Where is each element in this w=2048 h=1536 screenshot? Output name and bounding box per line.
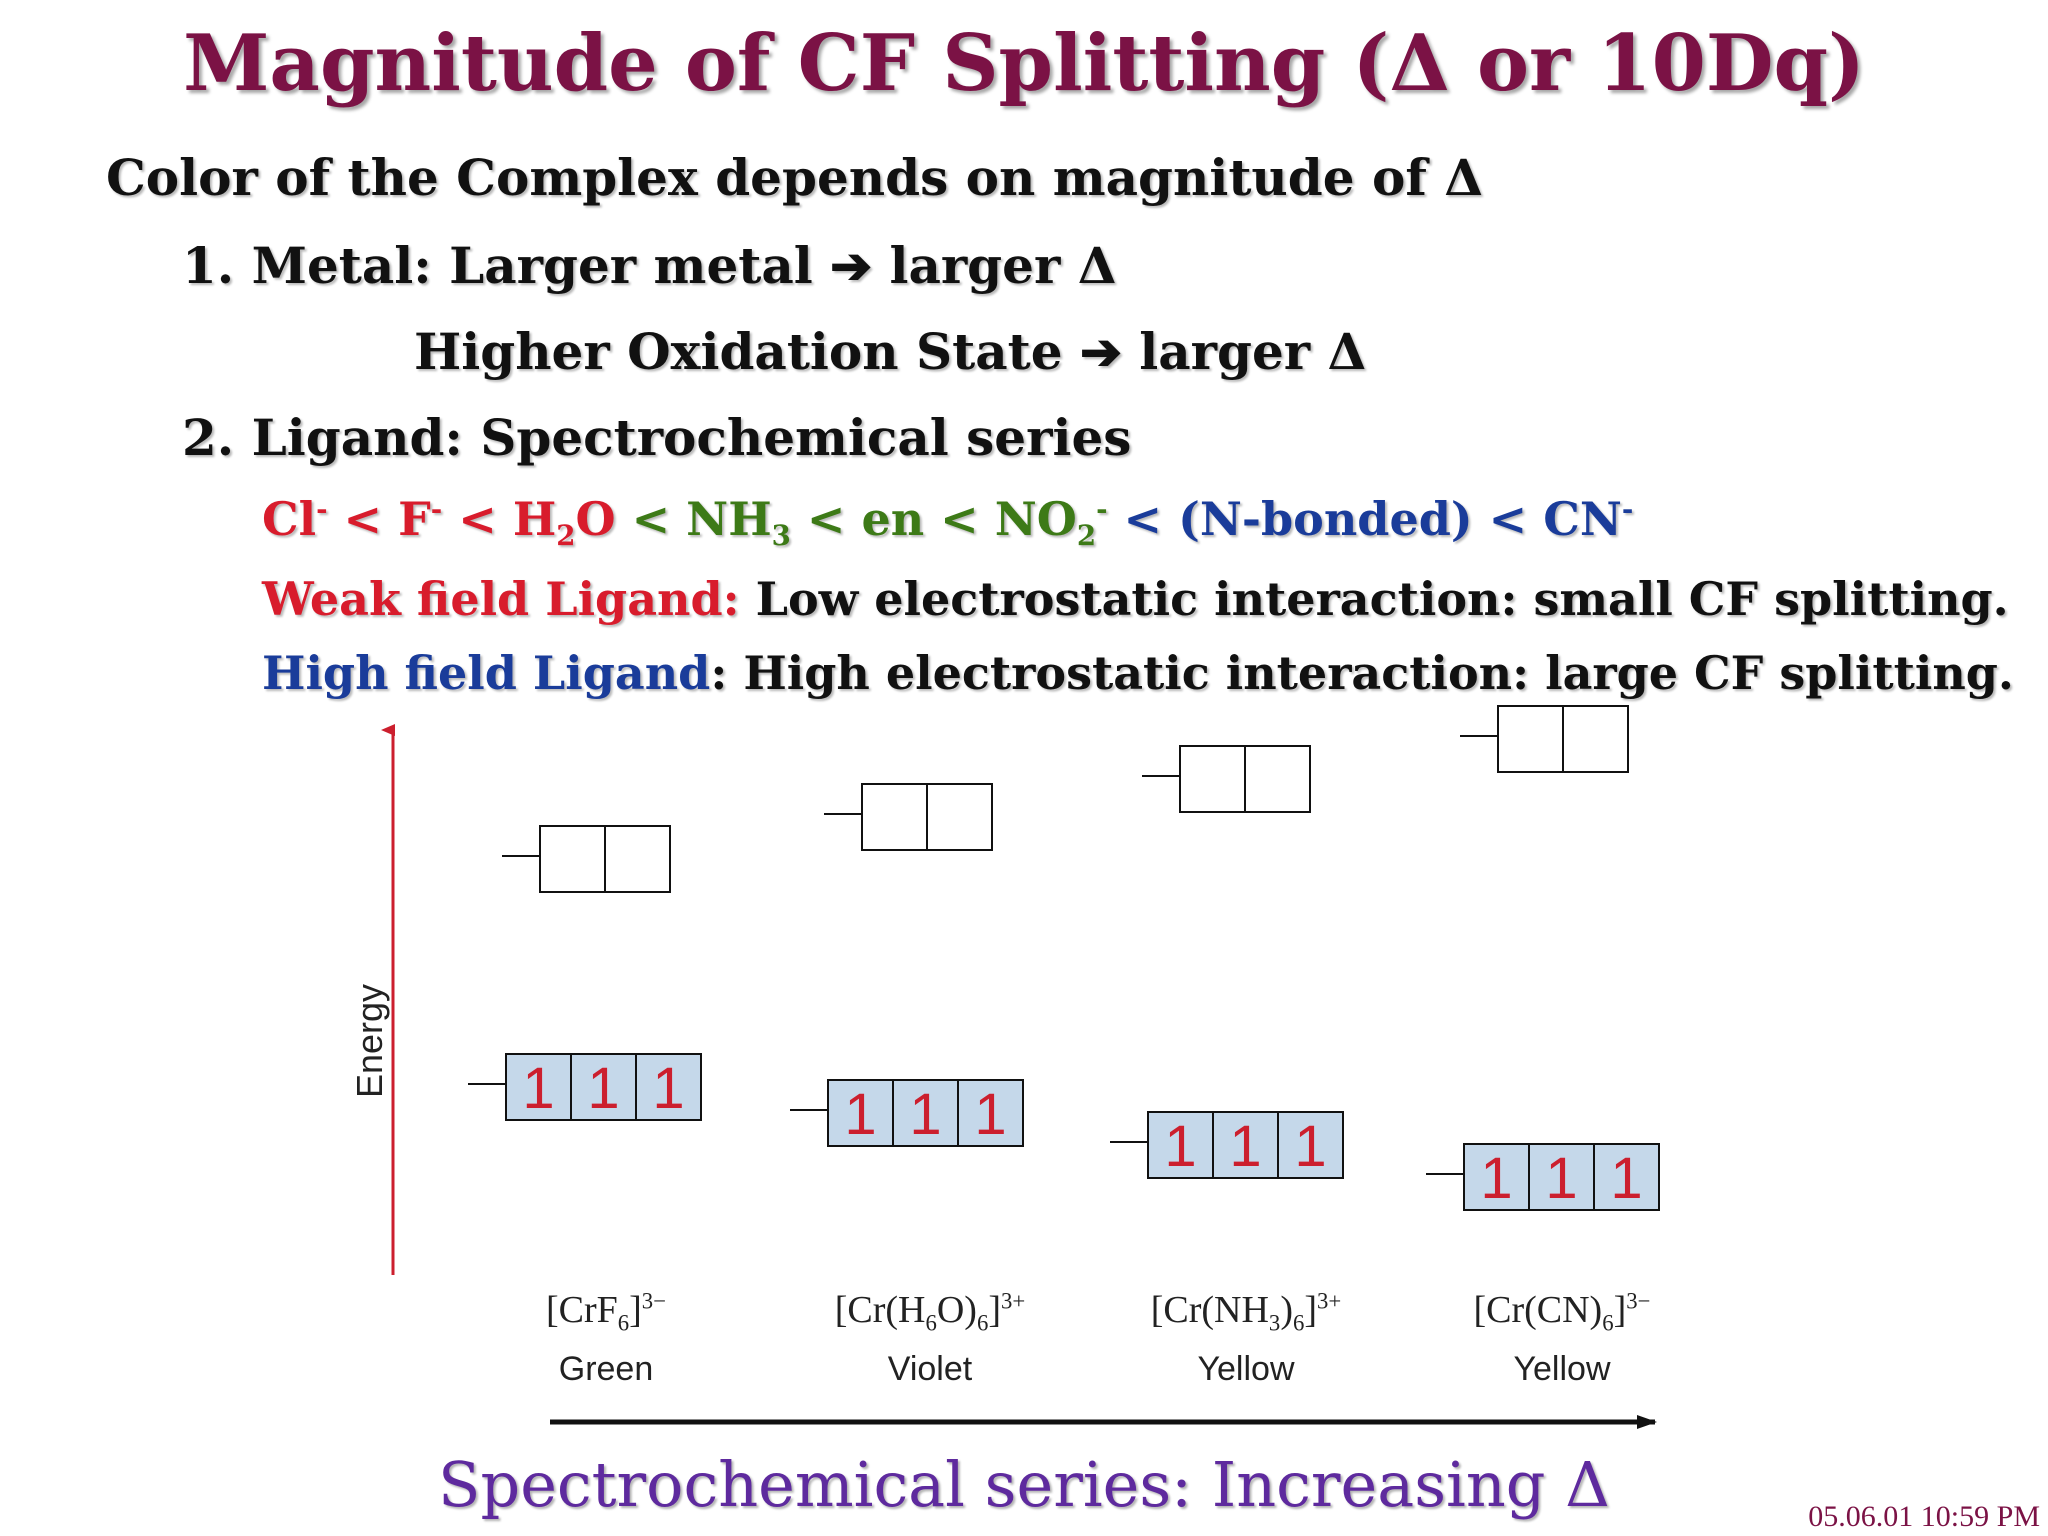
timestamp: 05.06.01 10:59 PM: [1808, 1500, 2040, 1533]
formula-part: 3+: [1317, 1288, 1342, 1314]
complex-color: Yellow: [1513, 1350, 1611, 1388]
series-lt: <: [442, 492, 513, 546]
electron-mark: 1: [909, 1082, 941, 1147]
point-oxidation-state: Higher Oxidation State ➔ larger Δ: [414, 322, 1367, 381]
complex-color: Violet: [887, 1350, 973, 1388]
formula-part: 3+: [1001, 1288, 1026, 1314]
formula-part: 3: [1268, 1310, 1281, 1336]
formula-part: 6: [1602, 1310, 1614, 1336]
formula-part: 3−: [641, 1288, 667, 1314]
complex-formula: [Cr(H6O)6]3+: [800, 1288, 1060, 1337]
point-metal: 1. Metal: Larger metal ➔ larger Δ: [182, 236, 1117, 295]
eg-orbital-box: [539, 825, 606, 893]
weak-field-line: Weak field Ligand: Low electrostatic int…: [262, 572, 2009, 626]
electron-mark: 1: [1229, 1114, 1261, 1179]
eg-orbital-box: [926, 783, 993, 851]
formula-part: ]: [988, 1289, 1002, 1331]
formula-part: 6: [976, 1310, 989, 1336]
complex-formula: [Cr(NH3)6]3+: [1116, 1288, 1376, 1337]
formula-part: [Cr(H: [834, 1289, 926, 1331]
t2g-orbital-box: [1277, 1111, 1344, 1179]
formula-part: O): [936, 1289, 977, 1331]
formula-part: ]: [1613, 1289, 1627, 1331]
formula-part: 6: [617, 1310, 630, 1336]
t2g-orbital-box: [1463, 1143, 1530, 1211]
electron-mark: 1: [1294, 1114, 1326, 1179]
electron-mark: 1: [1480, 1146, 1512, 1211]
high-field-text: : High electrostatic interaction: large …: [710, 646, 2014, 700]
t2g-orbital-box: [1528, 1143, 1595, 1211]
formula-part: ]: [629, 1289, 642, 1331]
formula-part: 6: [925, 1310, 937, 1336]
bottom-caption: Spectrochemical series: Increasing Δ: [438, 1448, 1610, 1521]
point-ligand: 2. Ligand: Spectrochemical series: [182, 408, 1132, 467]
eg-orbital-box: [1179, 745, 1246, 813]
intro-line: Color of the Complex depends on magnitud…: [106, 148, 1484, 207]
slide-title: Magnitude of CF Splitting (Δ or 10Dq): [183, 18, 1865, 109]
eg-orbital-box: [1562, 705, 1629, 773]
electron-mark: 1: [652, 1056, 684, 1121]
high-field-line: High field Ligand: High electrostatic in…: [262, 646, 2014, 700]
weak-field-label: Weak field Ligand:: [262, 572, 740, 626]
eg-orbital-box: [604, 825, 671, 893]
ligand-h2o: H2O: [512, 492, 616, 553]
t2g-orbital-box: [1212, 1111, 1279, 1179]
eg-orbital-box: [1244, 745, 1311, 813]
formula-part: 6: [1292, 1310, 1305, 1336]
formula-part: [CrF: [545, 1289, 618, 1331]
energy-axis-label: Energy: [349, 983, 390, 1099]
t2g-orbital-box: [635, 1053, 702, 1121]
complex-formula: [Cr(CN)6]3−: [1432, 1288, 1692, 1337]
formula-part: 3−: [1626, 1288, 1651, 1314]
spectrochemical-series: Cl- < F- < H2O < NH3 < en < NO2- < (N-bo…: [262, 492, 1633, 552]
ligand-cn: < (N-bonded) < CN-: [1107, 492, 1634, 546]
formula-part: ]: [1304, 1289, 1318, 1331]
t2g-orbital-box: [827, 1079, 894, 1147]
formula-part: ): [1280, 1289, 1293, 1331]
complex-formula: [CrF6]3−: [476, 1288, 736, 1337]
high-field-label: High field Ligand: [262, 646, 711, 700]
ligand-nh3: NH3: [686, 492, 791, 553]
series-lt: <: [615, 492, 687, 546]
ligand-cl: Cl-: [262, 492, 328, 546]
ligand-en: < en <: [790, 492, 995, 546]
electron-mark: 1: [1545, 1146, 1577, 1211]
ligand-f: F-: [398, 492, 443, 546]
eg-orbital-box: [1497, 705, 1564, 773]
formula-part: [Cr(CN): [1473, 1289, 1603, 1331]
electron-mark: 1: [522, 1056, 554, 1121]
t2g-orbital-box: [957, 1079, 1024, 1147]
formula-part: [Cr(NH: [1150, 1289, 1269, 1331]
electron-mark: 1: [1164, 1114, 1196, 1179]
electron-mark: 1: [587, 1056, 619, 1121]
eg-orbital-box: [861, 783, 928, 851]
ligand-no2: NO2-: [994, 492, 1108, 553]
electron-mark: 1: [974, 1082, 1006, 1147]
weak-field-text: Low electrostatic interaction: small CF …: [739, 572, 2009, 626]
electron-mark: 1: [844, 1082, 876, 1147]
t2g-orbital-box: [505, 1053, 572, 1121]
electron-mark: 1: [1610, 1146, 1642, 1211]
complex-color: Yellow: [1197, 1350, 1295, 1388]
complex-color: Green: [558, 1350, 654, 1388]
series-lt: <: [327, 492, 399, 546]
t2g-orbital-box: [1593, 1143, 1660, 1211]
